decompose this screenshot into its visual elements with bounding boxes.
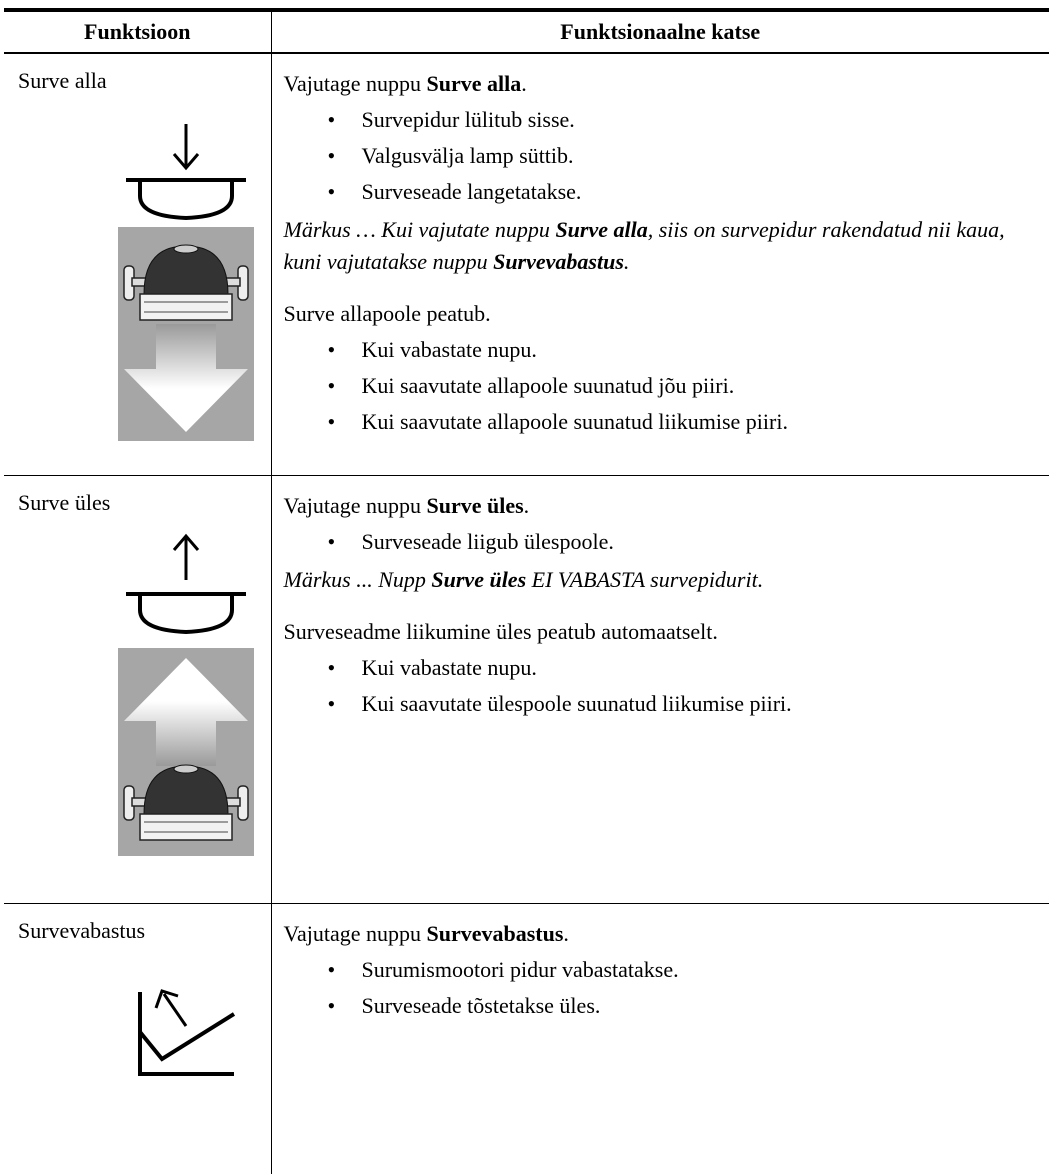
- text-run: .: [521, 71, 527, 96]
- bold-text: Surve alla: [426, 71, 522, 96]
- text-run: .: [563, 920, 569, 946]
- text-run: Märkus … Kui vajutate nuppu: [283, 217, 556, 242]
- note: Märkus … Kui vajutate nuppu Surve alla, …: [284, 214, 1040, 278]
- text-run: Märkus ... Nupp: [283, 566, 432, 592]
- text-run: EI VABASTA survepidurit.: [526, 566, 764, 592]
- bullet-item: Surveseade liigub ülespoole.: [284, 524, 1040, 560]
- bullet-item: Kui vabastate nupu.: [284, 650, 1040, 686]
- compression-down-icon: [118, 124, 254, 441]
- function-name: Surve üles: [18, 489, 111, 515]
- column-header: Funktsioon: [4, 8, 271, 54]
- bold-text: Survevabastus: [426, 920, 564, 946]
- bullet-item: Surveseade langetatakse.: [284, 174, 1040, 210]
- function-name: Surve alla: [18, 68, 107, 93]
- bullet-item: Survepidur lülitub sisse.: [284, 102, 1040, 138]
- function-table: Funktsioon Funktsionaalne katse Surve al…: [4, 8, 1049, 1174]
- instruction: Vajutage nuppu Surve alla.: [284, 66, 1040, 102]
- text-run: Vajutage nuppu: [283, 492, 427, 518]
- text-run: .: [623, 249, 630, 274]
- bold-text: Survevabastus: [493, 249, 624, 274]
- text-run: .: [523, 492, 530, 518]
- bullet-item: Surveseade tõstetakse üles.: [284, 988, 1040, 1024]
- bullet-item: Valgusvälja lamp süttib.: [284, 138, 1040, 174]
- bold-text: Surve üles: [426, 492, 524, 518]
- instruction: Vajutage nuppu Surve üles.: [284, 488, 1040, 524]
- paragraph: Surveseadme liikumine üles peatub automa…: [283, 618, 718, 644]
- function-cell: Surve alla: [4, 53, 271, 476]
- text-run: Vajutage nuppu: [283, 920, 427, 946]
- text-run: , siis on survepidur rakendatud nii kaua…: [283, 217, 1005, 274]
- bullet-item: Kui saavutate allapoole suunatud liikumi…: [284, 404, 1040, 440]
- function-name: Survevabastus: [18, 917, 146, 943]
- note: Märkus ... Nupp Surve üles EI VABASTA su…: [284, 564, 1040, 596]
- test-cell: Vajutage nuppu Survevabastus.Surumismoot…: [270, 903, 1049, 1174]
- compression-up-icon: [118, 533, 254, 856]
- bold-text: Surve alla: [555, 217, 648, 242]
- bullet-item: Kui saavutate allapoole suunatud jõu pii…: [284, 368, 1040, 404]
- bold-text: Surve üles: [431, 566, 527, 592]
- paragraph: Surve allapoole peatub.: [283, 301, 491, 326]
- function-cell: Survevabastus: [4, 903, 271, 1174]
- test-cell: Vajutage nuppu Surve alla.Survepidur lül…: [270, 53, 1049, 476]
- test-cell: Vajutage nuppu Surve üles.Surveseade lii…: [270, 475, 1049, 904]
- bullet-item: Kui vabastate nupu.: [284, 332, 1040, 368]
- bullet-item: Kui saavutate ülespoole suunatud liikumi…: [284, 686, 1040, 722]
- compression-release-icon: [138, 988, 236, 1076]
- column-header: Funktsionaalne katse: [270, 8, 1049, 54]
- function-cell: Surve üles: [4, 475, 271, 904]
- bullet-item: Surumismootori pidur vabastatakse.: [284, 952, 1040, 988]
- text-run: Vajutage nuppu: [283, 71, 427, 96]
- instruction: Vajutage nuppu Survevabastus.: [284, 916, 1040, 952]
